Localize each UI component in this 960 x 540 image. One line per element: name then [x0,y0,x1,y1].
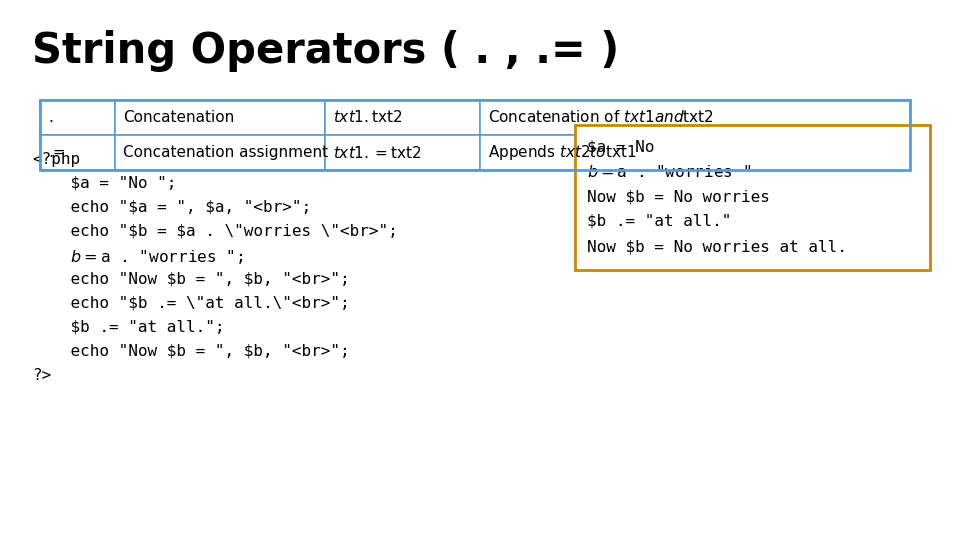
Bar [40,135,115,170]
Text: .=: .= [48,145,65,160]
Bar [575,125,930,270]
Text: $b = $a . "worries ": $b = $a . "worries " [587,164,751,180]
Text: Concatenation: Concatenation [123,110,234,125]
Text: ?>: ?> [32,368,51,383]
Text: $b .= "at all.";: $b .= "at all."; [32,320,225,335]
Text: echo "Now \$b = ", $b, "<br>";: echo "Now \$b = ", $b, "<br>"; [32,344,349,359]
Bar [40,100,910,170]
Bar [115,100,325,135]
Bar [325,135,480,170]
Text: $txt1 . $txt2: $txt1 . $txt2 [333,110,402,125]
Text: Now $b = No worries at all.: Now $b = No worries at all. [587,239,847,254]
Bar [480,135,910,170]
Text: Now $b = No worries: Now $b = No worries [587,189,770,204]
Text: .: . [48,110,53,125]
Text: Concatenation of $txt1 and $txt2: Concatenation of $txt1 and $txt2 [488,110,714,125]
Text: $b = $a . "worries ";: $b = $a . "worries "; [32,248,243,266]
Bar [325,100,480,135]
Text: $a = No: $a = No [587,139,655,154]
Text: Appends $txt2 to $txt1: Appends $txt2 to $txt1 [488,143,636,162]
Text: Concatenation assignment: Concatenation assignment [123,145,328,160]
Text: <?php: <?php [32,152,80,167]
Bar [40,100,115,135]
Text: echo "\$b .= \"at all.\"<br>";: echo "\$b .= \"at all.\"<br>"; [32,296,349,311]
Bar [480,100,910,135]
Text: echo "\$a = ", $a, "<br>";: echo "\$a = ", $a, "<br>"; [32,200,311,215]
Text: echo "\$b = \$a . \"worries \"<br>";: echo "\$b = \$a . \"worries \"<br>"; [32,224,397,239]
Text: $b .= "at all.": $b .= "at all." [587,214,732,229]
Text: String Operators ( . , .= ): String Operators ( . , .= ) [32,30,619,72]
Text: $a = "No ";: $a = "No "; [32,176,177,191]
Text: echo "Now \$b = ", $b, "<br>";: echo "Now \$b = ", $b, "<br>"; [32,272,349,287]
Text: $txt1 .= $txt2: $txt1 .= $txt2 [333,145,421,160]
Bar [115,135,325,170]
